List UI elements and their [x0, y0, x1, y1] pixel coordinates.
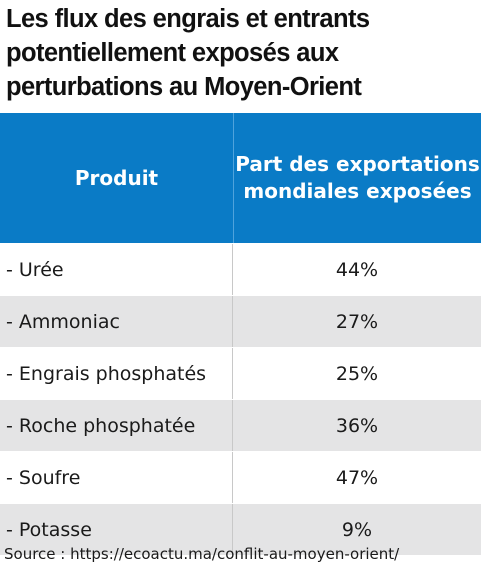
row-product: - Soufre — [0, 452, 233, 503]
row-product: - Potasse — [0, 504, 233, 555]
chart-title: Les flux des engrais et entrants potenti… — [6, 5, 370, 101]
table-header: Produit Part des exportations mondiales … — [0, 113, 481, 243]
column-header-share: Part des exportations mondiales exposées — [235, 152, 480, 203]
table-row: - Urée 44% — [0, 243, 481, 295]
row-share: 9% — [341, 518, 373, 541]
row-share: 25% — [335, 362, 379, 385]
row-share: 36% — [335, 414, 379, 437]
row-product: - Roche phosphatée — [0, 400, 233, 451]
row-product: - Engrais phosphatés — [0, 348, 233, 399]
row-share: 47% — [335, 466, 379, 489]
row-share: 44% — [335, 258, 379, 281]
table-row: - Roche phosphatée 36% — [0, 399, 481, 451]
table-row: - Potasse 9% — [0, 503, 481, 555]
source-note: Source : https://ecoactu.ma/conflit-au-m… — [4, 545, 400, 563]
table-row: - Soufre 47% — [0, 451, 481, 503]
column-header-product: Produit — [0, 113, 234, 243]
data-table: Produit Part des exportations mondiales … — [0, 113, 481, 555]
table-row: - Engrais phosphatés 25% — [0, 347, 481, 399]
row-product: - Ammoniac — [0, 296, 233, 347]
row-product: - Urée — [0, 244, 233, 295]
row-share: 27% — [335, 310, 379, 333]
table-row: - Ammoniac 27% — [0, 295, 481, 347]
